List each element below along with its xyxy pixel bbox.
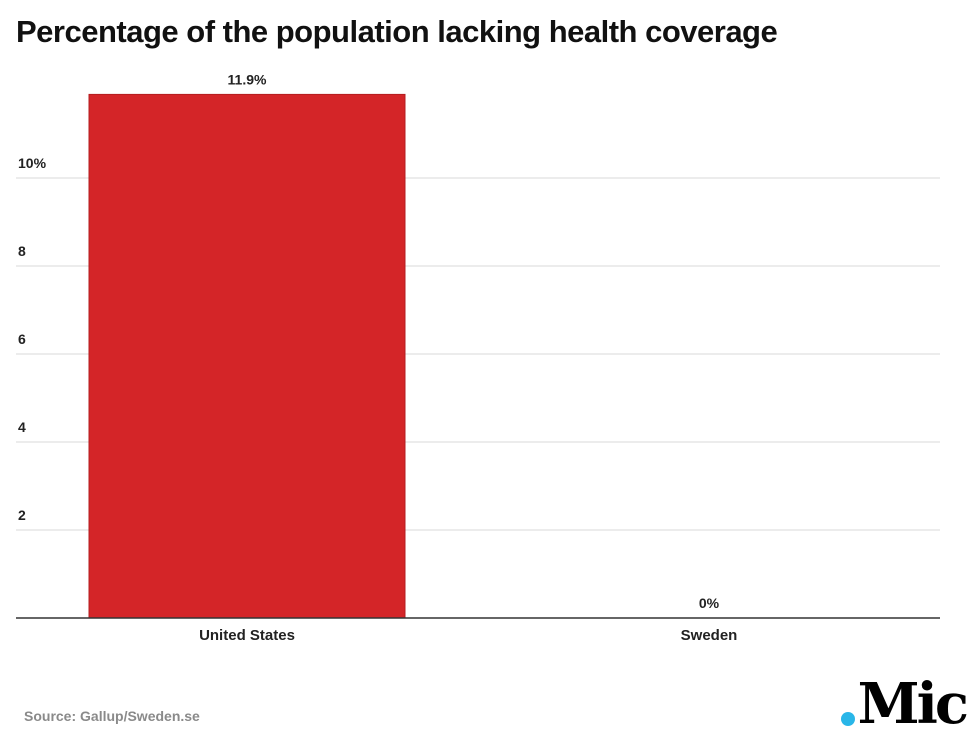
bars bbox=[88, 93, 406, 619]
mic-logo: Mic bbox=[816, 671, 969, 737]
logo-dot-icon bbox=[840, 712, 855, 726]
data-label: 11.9% bbox=[228, 71, 267, 87]
data-label: 0% bbox=[699, 595, 720, 611]
y-tick-label: 8 bbox=[18, 243, 26, 259]
logo-text: Mic bbox=[857, 671, 969, 737]
y-tick-label: 4 bbox=[18, 419, 26, 435]
y-tick-label: 2 bbox=[18, 507, 26, 523]
x-tick-label: United States bbox=[199, 627, 295, 644]
y-tick-label: 6 bbox=[18, 331, 26, 347]
y-tick-label: 10% bbox=[18, 155, 47, 171]
chart-title: Percentage of the population lacking hea… bbox=[16, 14, 778, 49]
labels: 2 4 6 8 10% 11.9% United States 0% Sweden bbox=[18, 71, 737, 644]
source-note: Source: Gallup/Sweden.se bbox=[24, 708, 200, 724]
bar bbox=[88, 93, 406, 619]
x-tick-label: Sweden bbox=[681, 627, 738, 644]
